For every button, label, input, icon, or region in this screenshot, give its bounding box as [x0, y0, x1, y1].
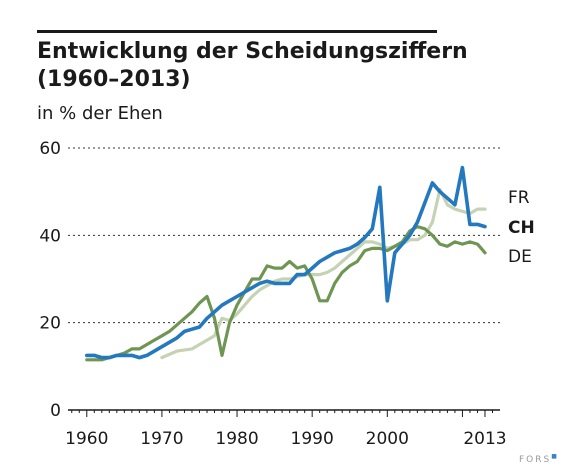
series-label-fr: FR: [508, 188, 530, 208]
x-tick-label-2000: 2000: [366, 429, 409, 449]
title-rule: [37, 30, 437, 33]
title-line-1: Entwicklung der Scheidungsziffern: [37, 39, 468, 64]
chart-title: Entwicklung der Scheidungsziffern (1960–2…: [37, 38, 517, 94]
y-tick-label-40: 40: [39, 226, 61, 246]
series-labels: FR CH DE: [508, 188, 535, 267]
x-tick-label-1990: 1990: [291, 429, 334, 449]
brand-mark: ■: [551, 453, 557, 460]
x-tick-label-1970: 1970: [140, 429, 183, 449]
series-label-de: DE: [508, 247, 532, 267]
y-axis-label: in % der Ehen: [37, 103, 163, 124]
title-line-2: (1960–2013): [37, 67, 191, 92]
y-tick-labels: 0 20 40 60: [39, 139, 61, 421]
series-label-ch: CH: [508, 218, 535, 238]
series-line-ch: [85, 165, 487, 360]
x-tick-label-1980: 1980: [215, 429, 258, 449]
gridlines: [68, 147, 500, 324]
series-line-de: [85, 225, 487, 362]
x-tick-label-1960: 1960: [65, 429, 108, 449]
series-lines: [85, 165, 487, 362]
y-tick-label-0: 0: [50, 401, 61, 421]
y-tick-label-20: 20: [39, 314, 61, 334]
brand-text: FORS: [519, 455, 552, 465]
x-axis: [68, 409, 500, 417]
x-tick-labels: 1960 1970 1980 1990 2000 2013: [65, 429, 506, 449]
y-tick-label-60: 60: [39, 139, 61, 159]
brand-logo: FORS■: [519, 453, 557, 465]
x-tick-label-2013: 2013: [463, 429, 506, 449]
series-line-fr: [160, 187, 487, 360]
